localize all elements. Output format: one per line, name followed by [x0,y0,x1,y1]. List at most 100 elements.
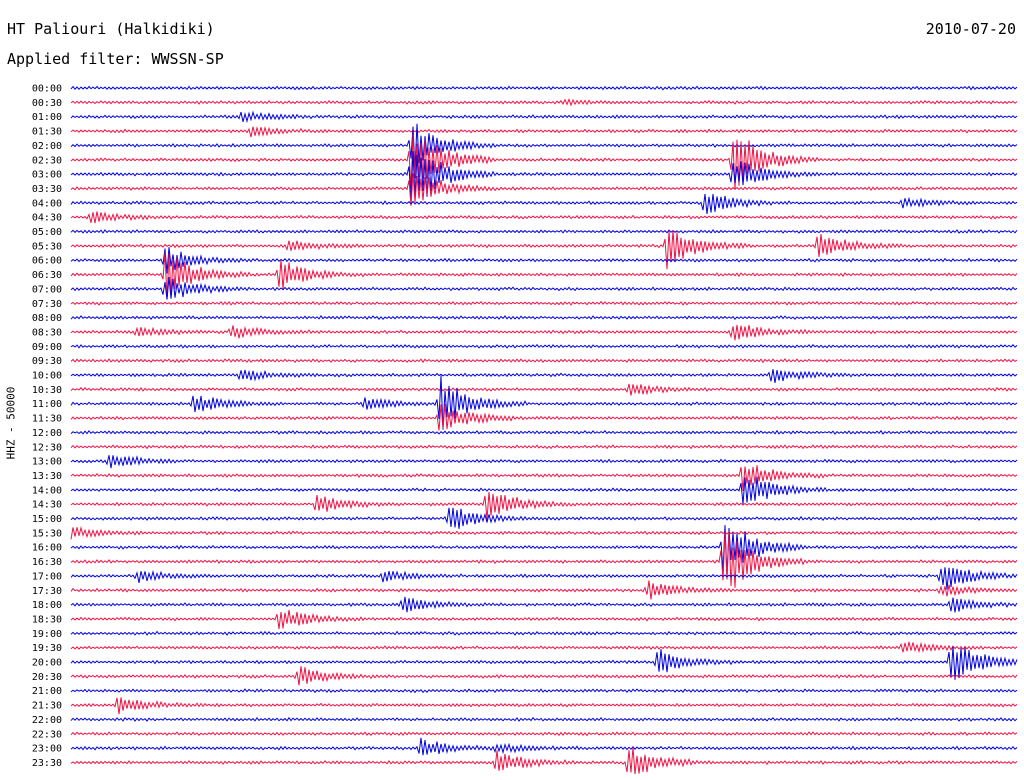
trace-line [70,247,1018,274]
trace-line [70,455,1018,469]
trace-line [70,229,1018,234]
trace-line [70,646,1018,680]
station-title: HT Paliouri (Halkidiki) [7,20,215,38]
trace-line [70,444,1018,450]
row-time-label: 09:00 [32,342,62,353]
row-time-label: 13:00 [32,457,62,468]
row-time-label: 11:00 [32,399,62,410]
trace-line [70,525,1018,577]
row-time-label: 03:00 [32,170,62,181]
trace-line [70,276,1018,300]
row-time-label: 16:30 [32,557,62,568]
trace-line [70,125,1018,138]
date-label: 2010-07-20 [925,20,1016,38]
row-time-label: 21:30 [32,701,62,712]
trace-line [70,688,1018,694]
trace-line [70,358,1018,364]
row-time-label: 18:30 [32,614,62,625]
trace-line [70,747,1018,775]
row-time-label: 11:30 [32,414,62,425]
trace-line [70,404,1018,431]
row-time-label: 02:30 [32,155,62,166]
trace-line [70,716,1018,722]
row-time-label: 03:30 [32,184,62,195]
trace-line [70,123,1018,170]
row-time-label: 17:00 [32,571,62,582]
trace-line [70,567,1018,590]
trace-line [70,429,1018,435]
trace-line [70,151,1018,201]
trace-line [70,609,1018,630]
trace-line [70,491,1018,520]
row-time-label: 08:00 [32,313,62,324]
row-time-label: 10:30 [32,385,62,396]
trace-line [70,252,1018,300]
row-time-label: 14:30 [32,500,62,511]
row-time-label: 17:30 [32,586,62,597]
row-time-label: 20:30 [32,672,62,683]
trace-line [70,324,1018,341]
filter-label: Applied filter: WWSSN-SP [7,50,224,68]
trace-line [70,229,1018,270]
trace-line [70,596,1018,613]
row-time-label: 21:00 [32,686,62,697]
row-time-label: 19:00 [32,629,62,640]
row-time-label: 05:30 [32,241,62,252]
row-time-label: 22:30 [32,729,62,740]
trace-line [70,737,1018,756]
row-time-label: 07:30 [32,299,62,310]
row-time-label: 13:30 [32,471,62,482]
row-time-label: 15:30 [32,528,62,539]
row-time-label: 06:00 [32,256,62,267]
row-time-label: 00:30 [32,98,62,109]
trace-line [70,343,1018,349]
trace-line [70,531,1018,588]
row-time-label: 18:00 [32,600,62,611]
trace-line [70,383,1018,396]
trace-line [70,211,1018,224]
trace-line [70,641,1018,654]
trace-line [70,375,1018,430]
trace-line [70,525,1018,540]
trace-line [70,315,1018,321]
row-time-label: 02:00 [32,141,62,152]
trace-line [70,85,1018,91]
trace-line [70,731,1018,737]
row-time-label: 20:00 [32,658,62,669]
trace-line [70,697,1018,715]
row-time-label: 05:00 [32,227,62,238]
trace-line [70,134,1018,190]
row-time-label: 08:30 [32,327,62,338]
row-time-label: 09:30 [32,356,62,367]
trace-line [70,369,1018,383]
row-time-label: 04:00 [32,198,62,209]
row-time-label: 10:00 [32,371,62,382]
row-time-label: 06:30 [32,270,62,281]
row-time-label: 23:00 [32,744,62,755]
trace-line [70,630,1018,636]
row-time-label: 12:00 [32,428,62,439]
row-time-label: 16:00 [32,543,62,554]
trace-line [70,110,1018,124]
trace-line [70,465,1018,492]
trace-line [70,173,1018,206]
row-time-label: 01:30 [32,127,62,138]
row-time-label: 12:30 [32,442,62,453]
row-time-label: 00:00 [32,84,62,95]
row-time-label: 19:30 [32,643,62,654]
trace-line [70,300,1018,306]
trace-line [70,507,1018,529]
row-time-label: 07:00 [32,284,62,295]
trace-line [70,194,1018,215]
row-time-label: 04:30 [32,213,62,224]
trace-line [70,666,1018,686]
row-time-label: 22:00 [32,715,62,726]
trace-line [70,476,1018,505]
row-time-label: 23:30 [32,758,62,769]
row-time-label: 01:00 [32,112,62,123]
row-time-label: 14:00 [32,485,62,496]
trace-line [70,580,1018,600]
trace-line [70,97,1018,107]
row-time-label: 15:00 [32,514,62,525]
